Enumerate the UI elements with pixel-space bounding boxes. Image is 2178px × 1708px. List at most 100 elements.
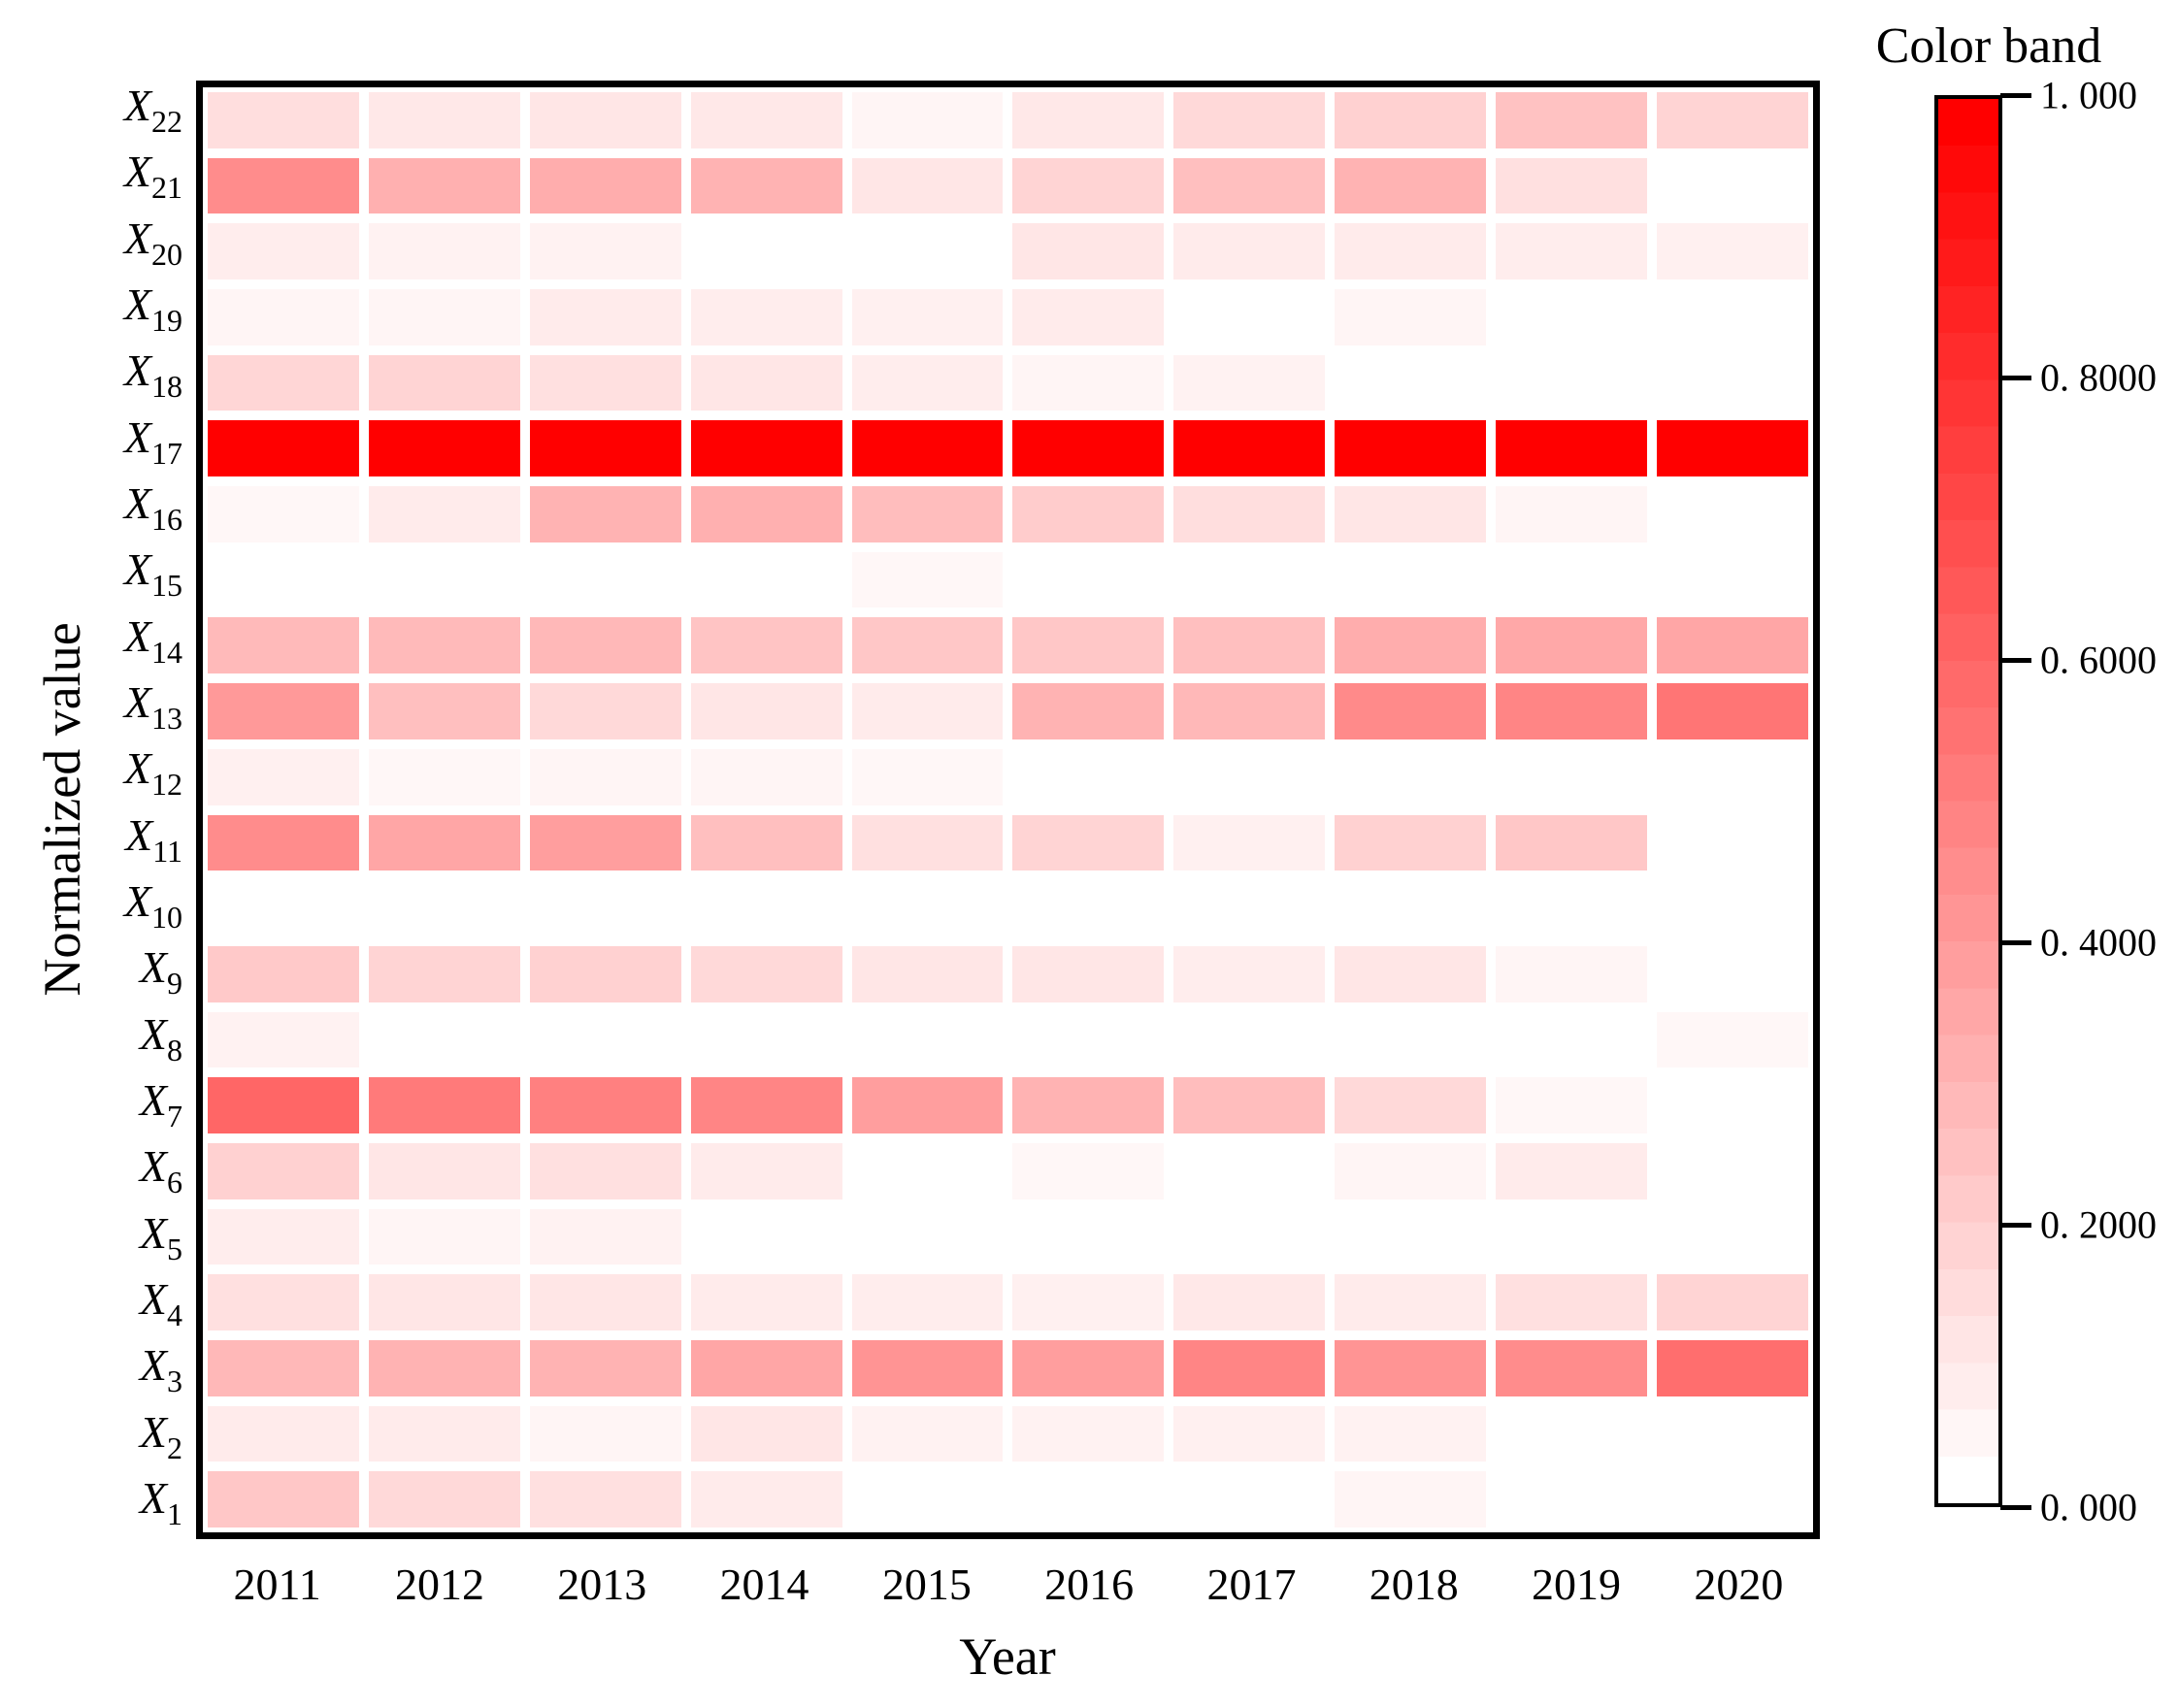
heatmap-cell	[529, 486, 681, 542]
y-tick-label: X1	[139, 1472, 182, 1531]
heatmap-cell	[1012, 1077, 1165, 1133]
heatmap-cell	[1335, 354, 1487, 411]
heatmap-cell	[1173, 1208, 1326, 1265]
heatmap-cell	[1657, 1471, 1808, 1527]
heatmap-cell	[1173, 1471, 1326, 1527]
heatmap-cell	[690, 1011, 842, 1068]
heatmap-cell	[690, 1142, 842, 1199]
heatmap-cell	[1657, 1077, 1808, 1133]
heatmap-cell	[1335, 551, 1487, 608]
heatmap-cell	[1335, 1011, 1487, 1068]
heatmap-cell	[1496, 880, 1648, 936]
heatmap-cell	[208, 1077, 359, 1133]
heatmap-cell	[208, 945, 359, 1002]
heatmap-cell	[1173, 1011, 1326, 1068]
heatmap-cell	[368, 354, 520, 411]
colorbar-tick-label: 0. 000	[2040, 1485, 2137, 1529]
x-axis-title: Year	[959, 1627, 1056, 1686]
heatmap-cell	[1496, 551, 1648, 608]
heatmap-cell	[851, 1077, 1004, 1133]
heatmap-cell	[1173, 223, 1326, 280]
heatmap-cell	[529, 748, 681, 805]
y-tick-label: X10	[123, 875, 182, 935]
heatmap-cell	[1335, 223, 1487, 280]
heatmap-cell	[1496, 223, 1648, 280]
y-tick-label: X17	[123, 411, 182, 471]
heatmap-cell	[1173, 945, 1326, 1002]
heatmap-cell	[208, 1208, 359, 1265]
heatmap-cell	[529, 683, 681, 739]
heatmap-cell	[1335, 1471, 1487, 1527]
heatmap-cell	[690, 1405, 842, 1462]
heatmap-cell	[529, 1011, 681, 1068]
heatmap-cell	[690, 748, 842, 805]
heatmap-cell	[368, 420, 520, 477]
heatmap-cell	[1012, 92, 1165, 148]
heatmap-cell	[1335, 748, 1487, 805]
heatmap-cell	[1496, 617, 1648, 674]
heatmap-cell	[1657, 157, 1808, 214]
heatmap-cell	[529, 354, 681, 411]
y-tick-label: X12	[123, 743, 182, 803]
heatmap-cell	[690, 880, 842, 936]
colorbar-tick-label: 0. 2000	[2040, 1202, 2157, 1247]
heatmap-cell	[851, 354, 1004, 411]
heatmap-cell	[690, 1077, 842, 1133]
heatmap-cell	[1335, 92, 1487, 148]
heatmap-cell	[208, 486, 359, 542]
heatmap-cell	[1012, 1142, 1165, 1199]
colorbar-tick	[2000, 1504, 2031, 1510]
heatmap-cell	[690, 92, 842, 148]
heatmap-cell	[851, 814, 1004, 871]
heatmap-cell	[1657, 223, 1808, 280]
heatmap-cell	[1496, 289, 1648, 345]
heatmap-cell	[1173, 880, 1326, 936]
heatmap-cell	[368, 617, 520, 674]
heatmap-cell	[1335, 1077, 1487, 1133]
heatmap-cell	[1012, 354, 1165, 411]
heatmap-cell	[529, 1471, 681, 1527]
heatmap-cell	[368, 1077, 520, 1133]
y-tick-label: X20	[123, 213, 182, 272]
heatmap-cell	[1496, 814, 1648, 871]
heatmap-cell	[1335, 1208, 1487, 1265]
heatmap-cell	[1335, 289, 1487, 345]
heatmap-cell	[1173, 354, 1326, 411]
heatmap-cell	[529, 1077, 681, 1133]
heatmap-cell	[208, 1011, 359, 1068]
colorbar-tick	[2000, 657, 2031, 663]
heatmap-cell	[1012, 1471, 1165, 1527]
colorbar-tick	[2000, 939, 2031, 945]
heatmap-cell	[1657, 1274, 1808, 1330]
heatmap-cell	[690, 1471, 842, 1527]
heatmap-cell	[529, 1405, 681, 1462]
heatmap-cell	[1012, 1274, 1165, 1330]
x-tick-label: 2011	[233, 1560, 321, 1609]
y-axis-title: Normalized value	[33, 622, 91, 997]
y-tick-label: X19	[123, 279, 182, 339]
x-tick-label: 2016	[1044, 1560, 1135, 1609]
heatmap-cell	[1496, 748, 1648, 805]
heatmap-cell	[368, 157, 520, 214]
heatmap-cell	[690, 157, 842, 214]
heatmap-cell	[368, 1208, 520, 1265]
heatmap-cell	[1012, 551, 1165, 608]
heatmap-cell	[208, 420, 359, 477]
heatmap-cell	[690, 1208, 842, 1265]
heatmap-cell	[368, 880, 520, 936]
heatmap-cell	[851, 1274, 1004, 1330]
heatmap-cell	[1173, 617, 1326, 674]
heatmap-cell	[1335, 1405, 1487, 1462]
heatmap-cell	[1173, 420, 1326, 477]
heatmap-cell	[1657, 683, 1808, 739]
y-tick-label: X13	[123, 677, 182, 737]
heatmap-cell	[1012, 420, 1165, 477]
y-tick-label: X6	[139, 1141, 182, 1200]
heatmap-cell	[1012, 1339, 1165, 1396]
heatmap-cell	[208, 1274, 359, 1330]
heatmap-cell	[690, 683, 842, 739]
heatmap-plot	[196, 81, 1820, 1539]
heatmap-cell	[851, 157, 1004, 214]
heatmap-cell	[851, 945, 1004, 1002]
heatmap-cell	[1657, 1339, 1808, 1396]
